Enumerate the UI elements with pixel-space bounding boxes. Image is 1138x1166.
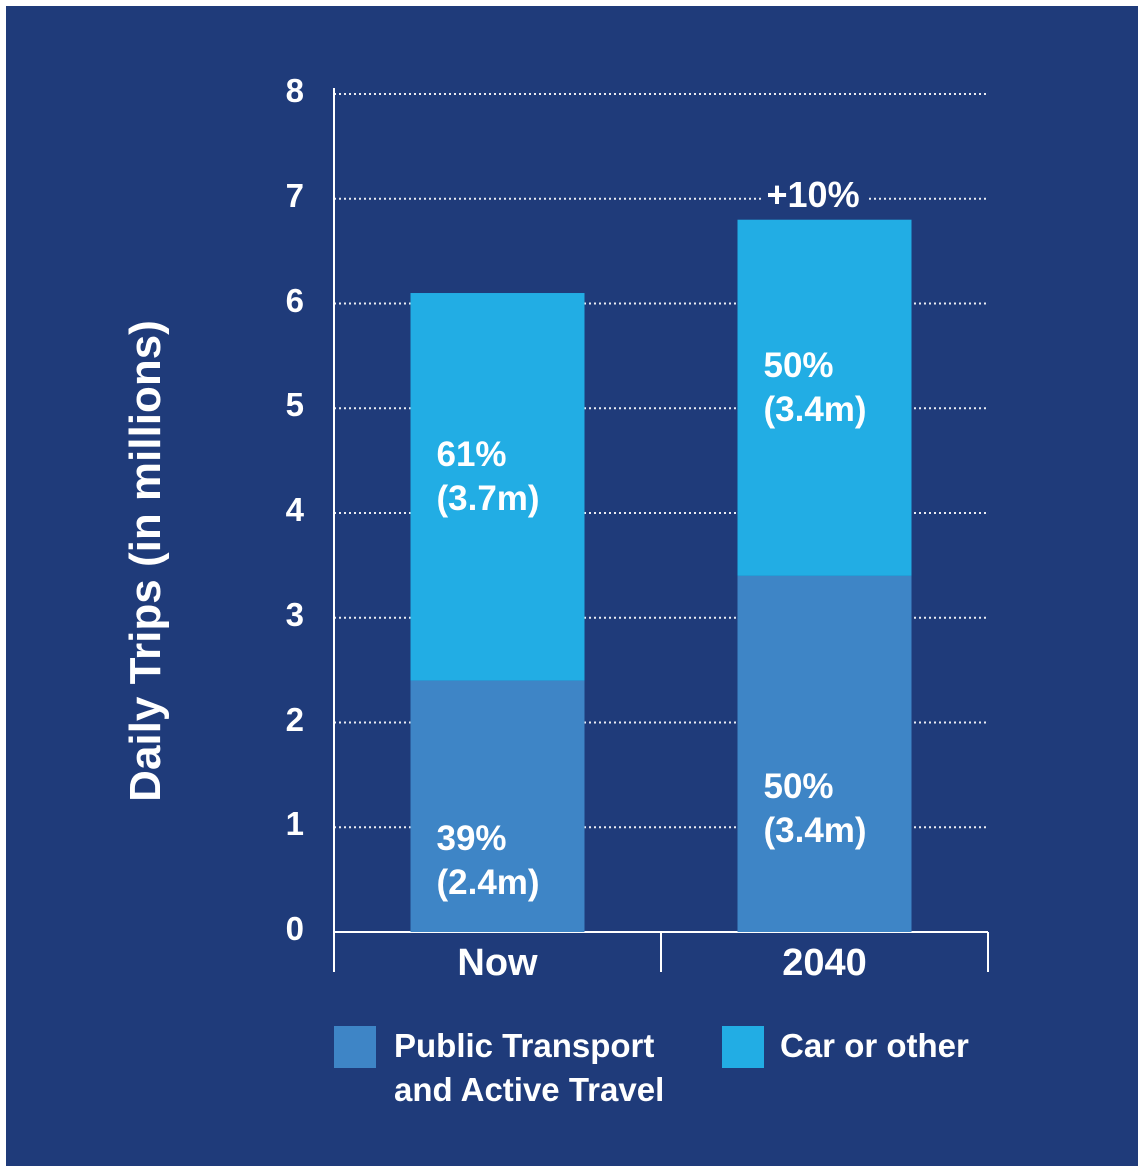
x-tick-label: Now	[457, 942, 538, 984]
bar-segment	[410, 680, 585, 932]
legend-swatch	[334, 1026, 376, 1068]
bar-segment-label-line: 50%	[763, 345, 834, 385]
y-tick-label: 7	[285, 176, 304, 214]
y-tick-label: 8	[285, 72, 304, 109]
bar-segment	[737, 575, 912, 932]
bar-segment-label-line: (3.7m)	[436, 478, 540, 518]
chart-plot	[333, 88, 989, 972]
bar-segment-label: 39% (2.4m)	[437, 817, 540, 905]
y-tick-label: 1	[285, 805, 304, 843]
bar-segment-label-line: 61%	[436, 434, 507, 474]
y-tick-label: 0	[285, 910, 304, 947]
bar-segment-label-line: 50%	[763, 766, 834, 806]
legend-label: Public Transport and Active Travel	[394, 1027, 665, 1108]
bar-segment-label-line: (3.4m)	[763, 810, 867, 850]
bar-segment-label: 61% (3.7m)	[437, 433, 540, 521]
bar-segment-label-line: (2.4m)	[436, 863, 540, 903]
y-tick-label: 2	[285, 700, 304, 738]
y-tick-label: 6	[285, 281, 304, 319]
growth-annotation: +10%	[760, 173, 866, 216]
bar-segment	[737, 219, 912, 576]
bar-segment-label: 50% (3.4m)	[764, 344, 867, 432]
bar-segment-label: 50% (3.4m)	[764, 765, 867, 853]
legend-label: Car or other	[780, 1027, 969, 1064]
y-tick-label: 4	[285, 491, 304, 528]
legend-swatch	[722, 1026, 764, 1068]
bar-segment-label-line: 39%	[436, 819, 507, 859]
x-tick-label: 2040	[782, 942, 867, 984]
y-tick-label: 5	[285, 386, 304, 424]
y-tick-label: 3	[285, 595, 304, 633]
bar-segment-label-line: (3.4m)	[763, 389, 867, 429]
bar-segment	[410, 293, 585, 681]
chart-panel: Daily Trips (in millions) 0 1 2 3 4 5 6 7 8 39% (2…	[6, 6, 1138, 1166]
